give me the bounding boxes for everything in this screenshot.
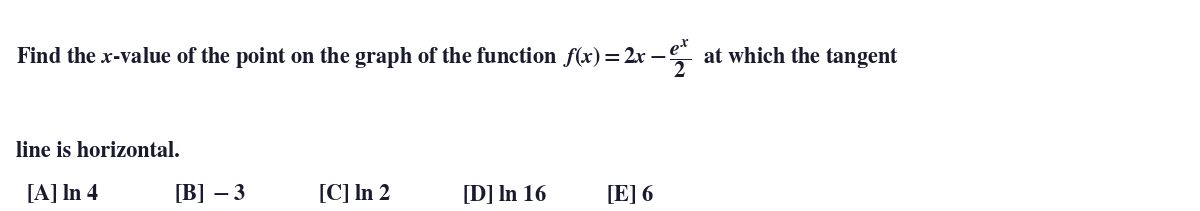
Text: $[\mathrm{A}]\ \mathrm{ln}\ 4$: $[\mathrm{A}]\ \mathrm{ln}\ 4$ <box>26 183 100 206</box>
Text: $[\mathrm{D}]\ \mathrm{ln}\ 16$: $[\mathrm{D}]\ \mathrm{ln}\ 16$ <box>462 182 547 206</box>
Text: $[\mathrm{B}]\ -3$: $[\mathrm{B}]\ -3$ <box>174 183 246 206</box>
Text: $[\mathrm{C}]\ \mathrm{ln}\ 2$: $[\mathrm{C}]\ \mathrm{ln}\ 2$ <box>318 183 391 206</box>
Text: line is horizontal.: line is horizontal. <box>16 141 179 162</box>
Text: Find the $\mathit{x}$-value of the point on the graph of the function  $f(x) = 2: Find the $\mathit{x}$-value of the point… <box>16 37 899 81</box>
Text: $[\mathrm{E}]\ 6$: $[\mathrm{E}]\ 6$ <box>606 182 654 206</box>
